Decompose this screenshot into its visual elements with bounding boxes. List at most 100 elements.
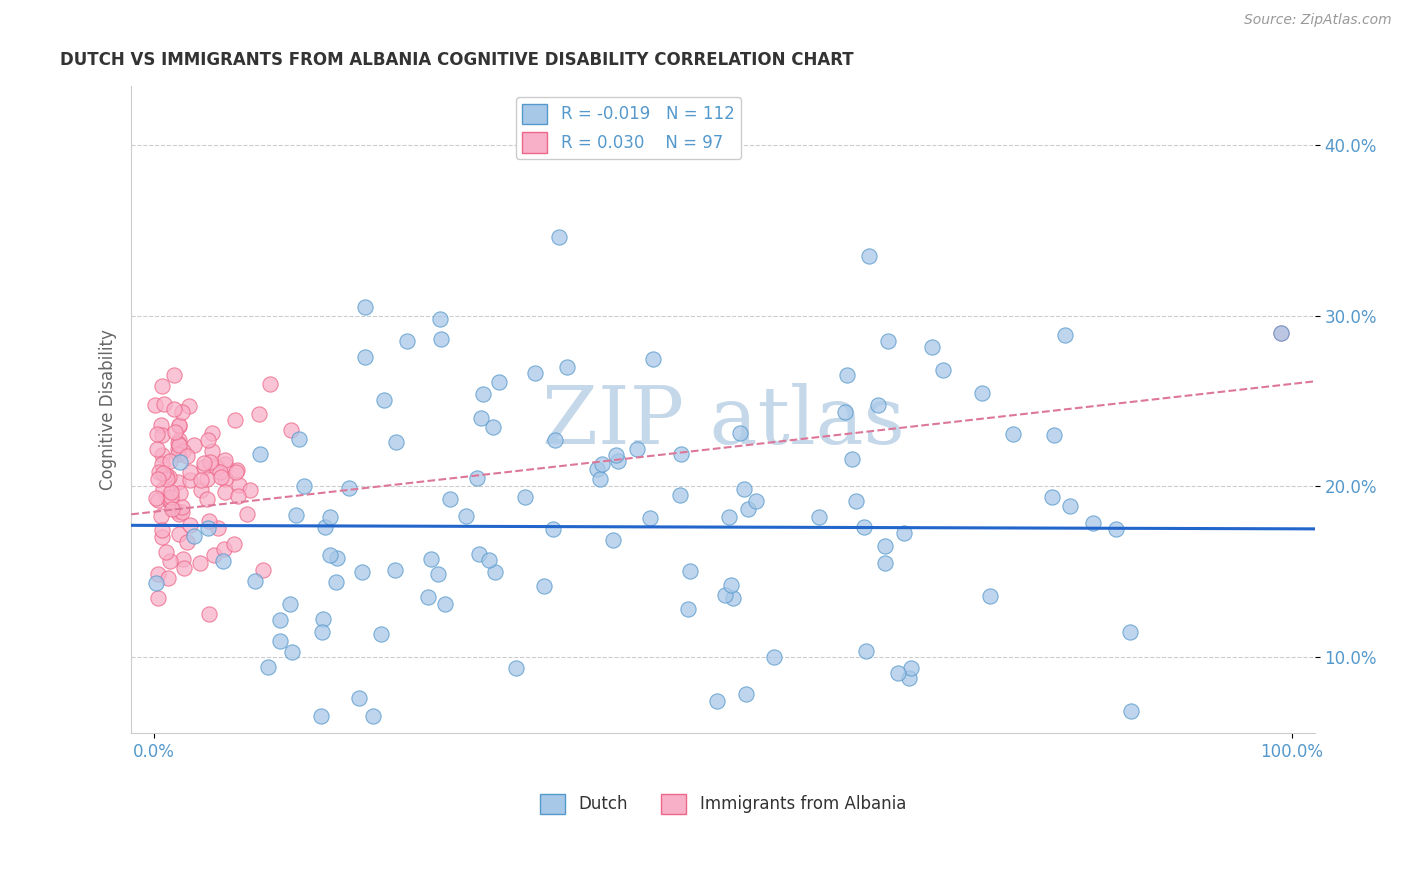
Point <box>287 432 309 446</box>
Point <box>352 566 374 580</box>
Point <box>190 483 212 498</box>
Point <box>183 438 205 452</box>
Point <box>669 447 692 461</box>
Point <box>309 709 332 723</box>
Point <box>167 418 190 433</box>
Point <box>152 467 174 481</box>
Point <box>721 591 744 606</box>
Point <box>385 435 408 450</box>
Point <box>152 482 174 496</box>
Point <box>669 488 692 502</box>
Point <box>845 494 868 508</box>
Point <box>319 548 342 562</box>
Point <box>868 397 890 411</box>
Point <box>146 442 169 457</box>
Point <box>456 508 478 523</box>
Point <box>1043 427 1066 442</box>
Point <box>202 548 225 562</box>
Point <box>214 453 236 467</box>
Point <box>544 433 567 447</box>
Point <box>167 442 190 457</box>
Point <box>416 590 439 604</box>
Point <box>197 472 219 486</box>
Point <box>204 460 226 475</box>
Point <box>921 340 943 354</box>
Point <box>150 457 173 471</box>
Point <box>172 552 194 566</box>
Point <box>433 598 456 612</box>
Point <box>157 470 180 484</box>
Point <box>373 392 395 407</box>
Point <box>676 602 699 616</box>
Point <box>159 494 181 508</box>
Point <box>834 405 856 419</box>
Point <box>224 537 246 551</box>
Point <box>979 590 1001 604</box>
Point <box>159 454 181 468</box>
Point <box>179 466 201 480</box>
Point <box>245 574 267 589</box>
Point <box>361 709 384 723</box>
Point <box>1270 326 1292 340</box>
Point <box>269 634 291 648</box>
Point <box>167 433 190 447</box>
Point <box>541 522 564 536</box>
Point <box>211 554 233 568</box>
Point <box>193 456 215 470</box>
Point <box>167 419 190 434</box>
Point <box>148 465 170 479</box>
Point <box>167 475 190 489</box>
Point <box>193 459 215 474</box>
Point <box>354 350 377 364</box>
Point <box>165 425 187 439</box>
Point <box>505 661 527 675</box>
Point <box>198 455 221 469</box>
Legend: Dutch, Immigrants from Albania: Dutch, Immigrants from Albania <box>533 787 912 821</box>
Point <box>163 402 186 417</box>
Point <box>887 665 910 680</box>
Point <box>214 485 236 500</box>
Point <box>292 479 315 493</box>
Point <box>214 472 236 486</box>
Point <box>1104 522 1126 536</box>
Point <box>153 397 176 411</box>
Point <box>172 405 194 419</box>
Point <box>179 399 201 413</box>
Point <box>1054 328 1077 343</box>
Point <box>605 448 627 462</box>
Point <box>853 520 876 534</box>
Point <box>679 565 702 579</box>
Point <box>717 510 740 524</box>
Text: ZIP atlas: ZIP atlas <box>541 384 904 461</box>
Point <box>1118 624 1140 639</box>
Point <box>228 478 250 492</box>
Point <box>156 472 179 486</box>
Point <box>228 489 250 503</box>
Point <box>170 505 193 519</box>
Point <box>155 467 177 482</box>
Point <box>312 612 335 626</box>
Point <box>873 539 896 553</box>
Point <box>326 551 349 566</box>
Point <box>588 471 610 485</box>
Point <box>280 597 302 611</box>
Point <box>146 426 169 441</box>
Point <box>893 526 915 541</box>
Point <box>728 426 751 441</box>
Point <box>169 486 191 500</box>
Point <box>148 566 170 581</box>
Point <box>482 420 505 434</box>
Point <box>225 463 247 477</box>
Point <box>269 613 291 627</box>
Point <box>170 500 193 514</box>
Point <box>190 556 212 570</box>
Point <box>198 514 221 528</box>
Text: DUTCH VS IMMIGRANTS FROM ALBANIA COGNITIVE DISABILITY CORRELATION CHART: DUTCH VS IMMIGRANTS FROM ALBANIA COGNITI… <box>60 51 853 69</box>
Point <box>713 588 735 602</box>
Point <box>150 524 173 538</box>
Point <box>149 418 172 433</box>
Point <box>478 553 501 567</box>
Point <box>875 556 897 570</box>
Point <box>877 334 900 348</box>
Point <box>841 451 863 466</box>
